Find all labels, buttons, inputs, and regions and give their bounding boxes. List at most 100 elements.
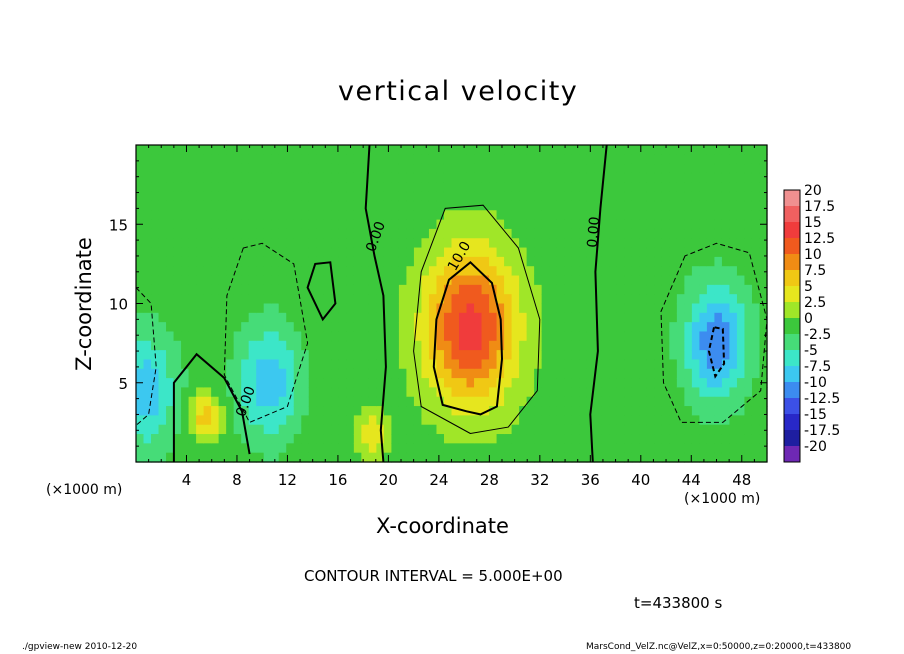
field-cell	[466, 387, 475, 398]
field-cell	[616, 350, 625, 361]
field-cell	[594, 275, 603, 286]
field-cell	[661, 359, 670, 370]
field-cell	[226, 266, 235, 277]
field-cell	[346, 182, 355, 193]
field-cell	[684, 172, 693, 183]
field-cell	[571, 368, 580, 379]
field-cell	[233, 452, 242, 463]
field-cell	[158, 452, 167, 463]
field-cell	[489, 228, 498, 239]
field-cell	[556, 145, 565, 155]
field-cell	[151, 415, 160, 426]
field-cell	[218, 275, 227, 286]
field-cell	[383, 256, 392, 267]
field-cell	[256, 145, 265, 155]
field-cell	[361, 322, 370, 333]
field-cell	[308, 154, 317, 165]
field-cell	[534, 145, 543, 155]
field-cell	[263, 424, 272, 435]
field-cell	[428, 154, 438, 165]
field-cell	[586, 303, 595, 314]
field-cell	[256, 424, 265, 435]
field-cell	[624, 294, 633, 305]
field-cell	[271, 228, 280, 239]
field-cell	[714, 424, 723, 435]
field-cell	[413, 145, 423, 155]
field-cell	[301, 266, 310, 277]
field-cell	[579, 340, 588, 351]
field-cell	[466, 322, 475, 333]
field-cell	[519, 312, 528, 323]
field-cell	[196, 322, 205, 333]
field-cell	[181, 312, 190, 323]
field-cell	[383, 163, 392, 174]
field-cell	[331, 303, 340, 314]
field-cell	[714, 340, 723, 351]
field-cell	[398, 452, 408, 463]
field-cell	[188, 228, 197, 239]
field-cell	[398, 294, 408, 305]
field-cell	[714, 359, 723, 370]
field-cell	[293, 415, 302, 426]
field-cell	[684, 154, 693, 165]
field-cell	[736, 350, 746, 361]
field-cell	[203, 145, 212, 155]
field-cell	[616, 154, 625, 165]
field-cell	[346, 200, 355, 211]
field-cell	[579, 200, 588, 211]
field-cell	[594, 424, 603, 435]
field-cell	[278, 340, 287, 351]
field-cell	[241, 275, 250, 286]
field-cell	[233, 200, 242, 211]
field-cell	[248, 247, 257, 258]
field-cell	[646, 452, 655, 463]
field-cell	[173, 200, 182, 211]
field-cell	[661, 368, 670, 379]
field-cell	[466, 424, 475, 435]
field-cell	[646, 163, 655, 174]
field-cell	[166, 294, 175, 305]
field-cell	[511, 266, 520, 277]
field-cell	[338, 415, 347, 426]
field-cell	[639, 322, 648, 333]
field-cell	[564, 154, 573, 165]
field-cell	[481, 145, 490, 155]
field-cell	[624, 200, 633, 211]
field-cell	[361, 247, 370, 258]
field-cell	[526, 238, 535, 249]
field-cell	[196, 434, 205, 444]
field-cell	[646, 238, 655, 249]
field-cell	[631, 191, 640, 202]
field-cell	[428, 219, 438, 230]
field-cell	[744, 266, 753, 277]
field-cell	[271, 182, 280, 193]
field-cell	[181, 303, 190, 314]
field-cell	[549, 191, 558, 202]
field-cell	[196, 219, 205, 230]
field-cell	[609, 424, 618, 435]
field-cell	[443, 452, 453, 463]
field-cell	[398, 406, 408, 416]
field-cell	[308, 424, 317, 435]
field-cell	[413, 200, 423, 211]
field-cell	[196, 452, 205, 463]
field-cell	[736, 424, 746, 435]
field-cell	[211, 256, 220, 267]
field-cell	[714, 163, 723, 174]
field-cell	[639, 238, 648, 249]
field-cell	[489, 172, 498, 183]
field-cell	[594, 266, 603, 277]
field-cell	[744, 415, 753, 426]
field-cell	[278, 284, 287, 295]
field-cell	[143, 434, 152, 444]
field-cell	[368, 256, 377, 267]
field-cell	[744, 322, 753, 333]
field-cell	[594, 154, 603, 165]
field-cell	[714, 284, 723, 295]
field-cell	[676, 294, 685, 305]
field-cell	[496, 434, 505, 444]
field-cell	[504, 266, 513, 277]
field-cell	[639, 350, 648, 361]
field-cell	[173, 378, 182, 389]
field-cell	[631, 415, 640, 426]
